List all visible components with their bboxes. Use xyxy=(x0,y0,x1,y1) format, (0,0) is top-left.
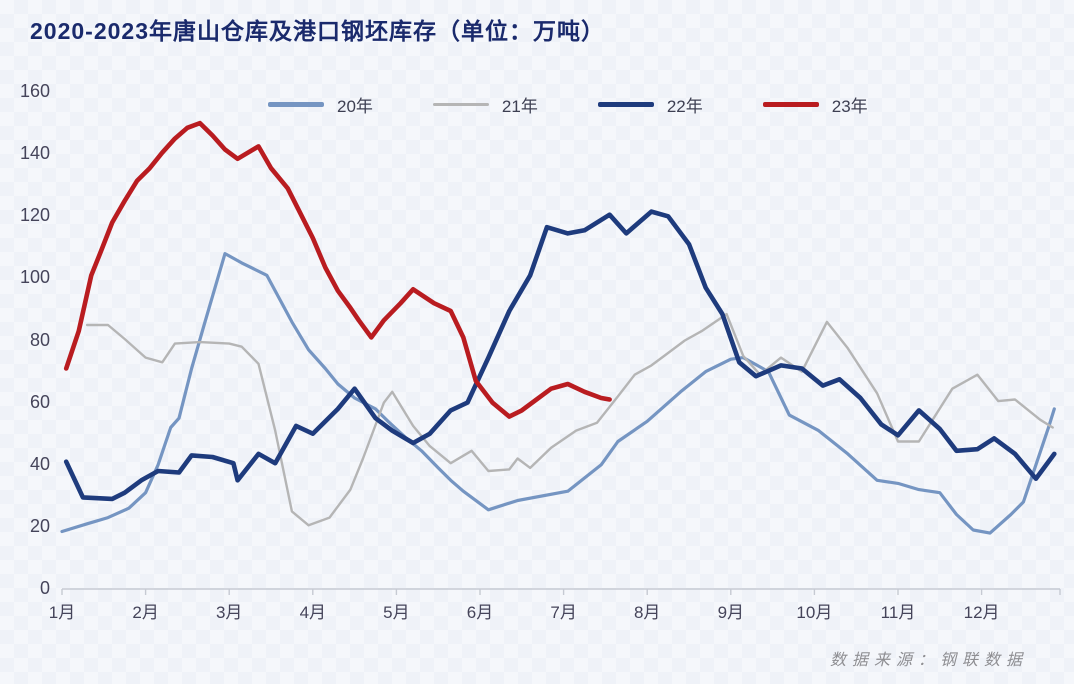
legend-item-21年: 21年 xyxy=(432,92,538,117)
x-tick-label-3月: 3月 xyxy=(215,603,243,622)
legend-line-swatch xyxy=(762,102,819,107)
series-line-22年 xyxy=(63,209,1057,502)
x-tick-label-9月: 9月 xyxy=(717,603,745,622)
x-tick-label-8月: 8月 xyxy=(633,603,661,622)
legend-item-20年: 20年 xyxy=(268,92,373,117)
series-line-20年 xyxy=(60,252,1056,535)
legend-item-23年: 23年 xyxy=(762,92,868,117)
x-tick-label-11月: 11月 xyxy=(880,603,916,622)
legend-label: 22年 xyxy=(666,97,703,116)
y-tick-label-120: 120 xyxy=(19,205,50,226)
y-tick-label-60: 60 xyxy=(29,391,50,412)
x-tick-label-6月: 6月 xyxy=(466,603,494,622)
x-tick-label-5月: 5月 xyxy=(383,603,410,622)
data-source-note: 数据来源：钢联数据 xyxy=(829,652,1028,669)
legend-line-swatch xyxy=(268,102,324,107)
x-tick-label-12月: 12月 xyxy=(963,603,1000,622)
x-tick-label-4月: 4月 xyxy=(299,603,327,622)
x-tick-label-1月: 1月 xyxy=(48,603,76,622)
y-tick-label-40: 40 xyxy=(29,453,50,474)
legend-label: 23年 xyxy=(831,97,868,116)
legend-label: 21年 xyxy=(501,97,538,116)
chart-title: 2020-2023年唐山仓库及港口钢坯库存（单位：万吨） xyxy=(30,18,605,44)
series-line-23年 xyxy=(63,120,612,419)
y-tick-label-20: 20 xyxy=(29,515,50,536)
x-tick-label-10月: 10月 xyxy=(796,603,833,622)
x-tick-label-7月: 7月 xyxy=(550,603,577,622)
y-tick-label-140: 140 xyxy=(19,143,50,164)
x-tick-label-2月: 2月 xyxy=(132,603,159,622)
legend-label: 20年 xyxy=(337,97,373,116)
y-tick-label-0: 0 xyxy=(39,578,50,598)
legend-line-swatch xyxy=(432,103,489,106)
legend: 20年 21年 22年 23年 xyxy=(268,92,868,117)
legend-item-22年: 22年 xyxy=(597,92,703,117)
series-line-21年 xyxy=(85,312,1054,527)
y-tick-label-80: 80 xyxy=(29,329,50,350)
y-tick-label-160: 160 xyxy=(19,81,50,101)
y-tick-label-100: 100 xyxy=(19,267,50,288)
legend-line-swatch xyxy=(597,102,654,107)
